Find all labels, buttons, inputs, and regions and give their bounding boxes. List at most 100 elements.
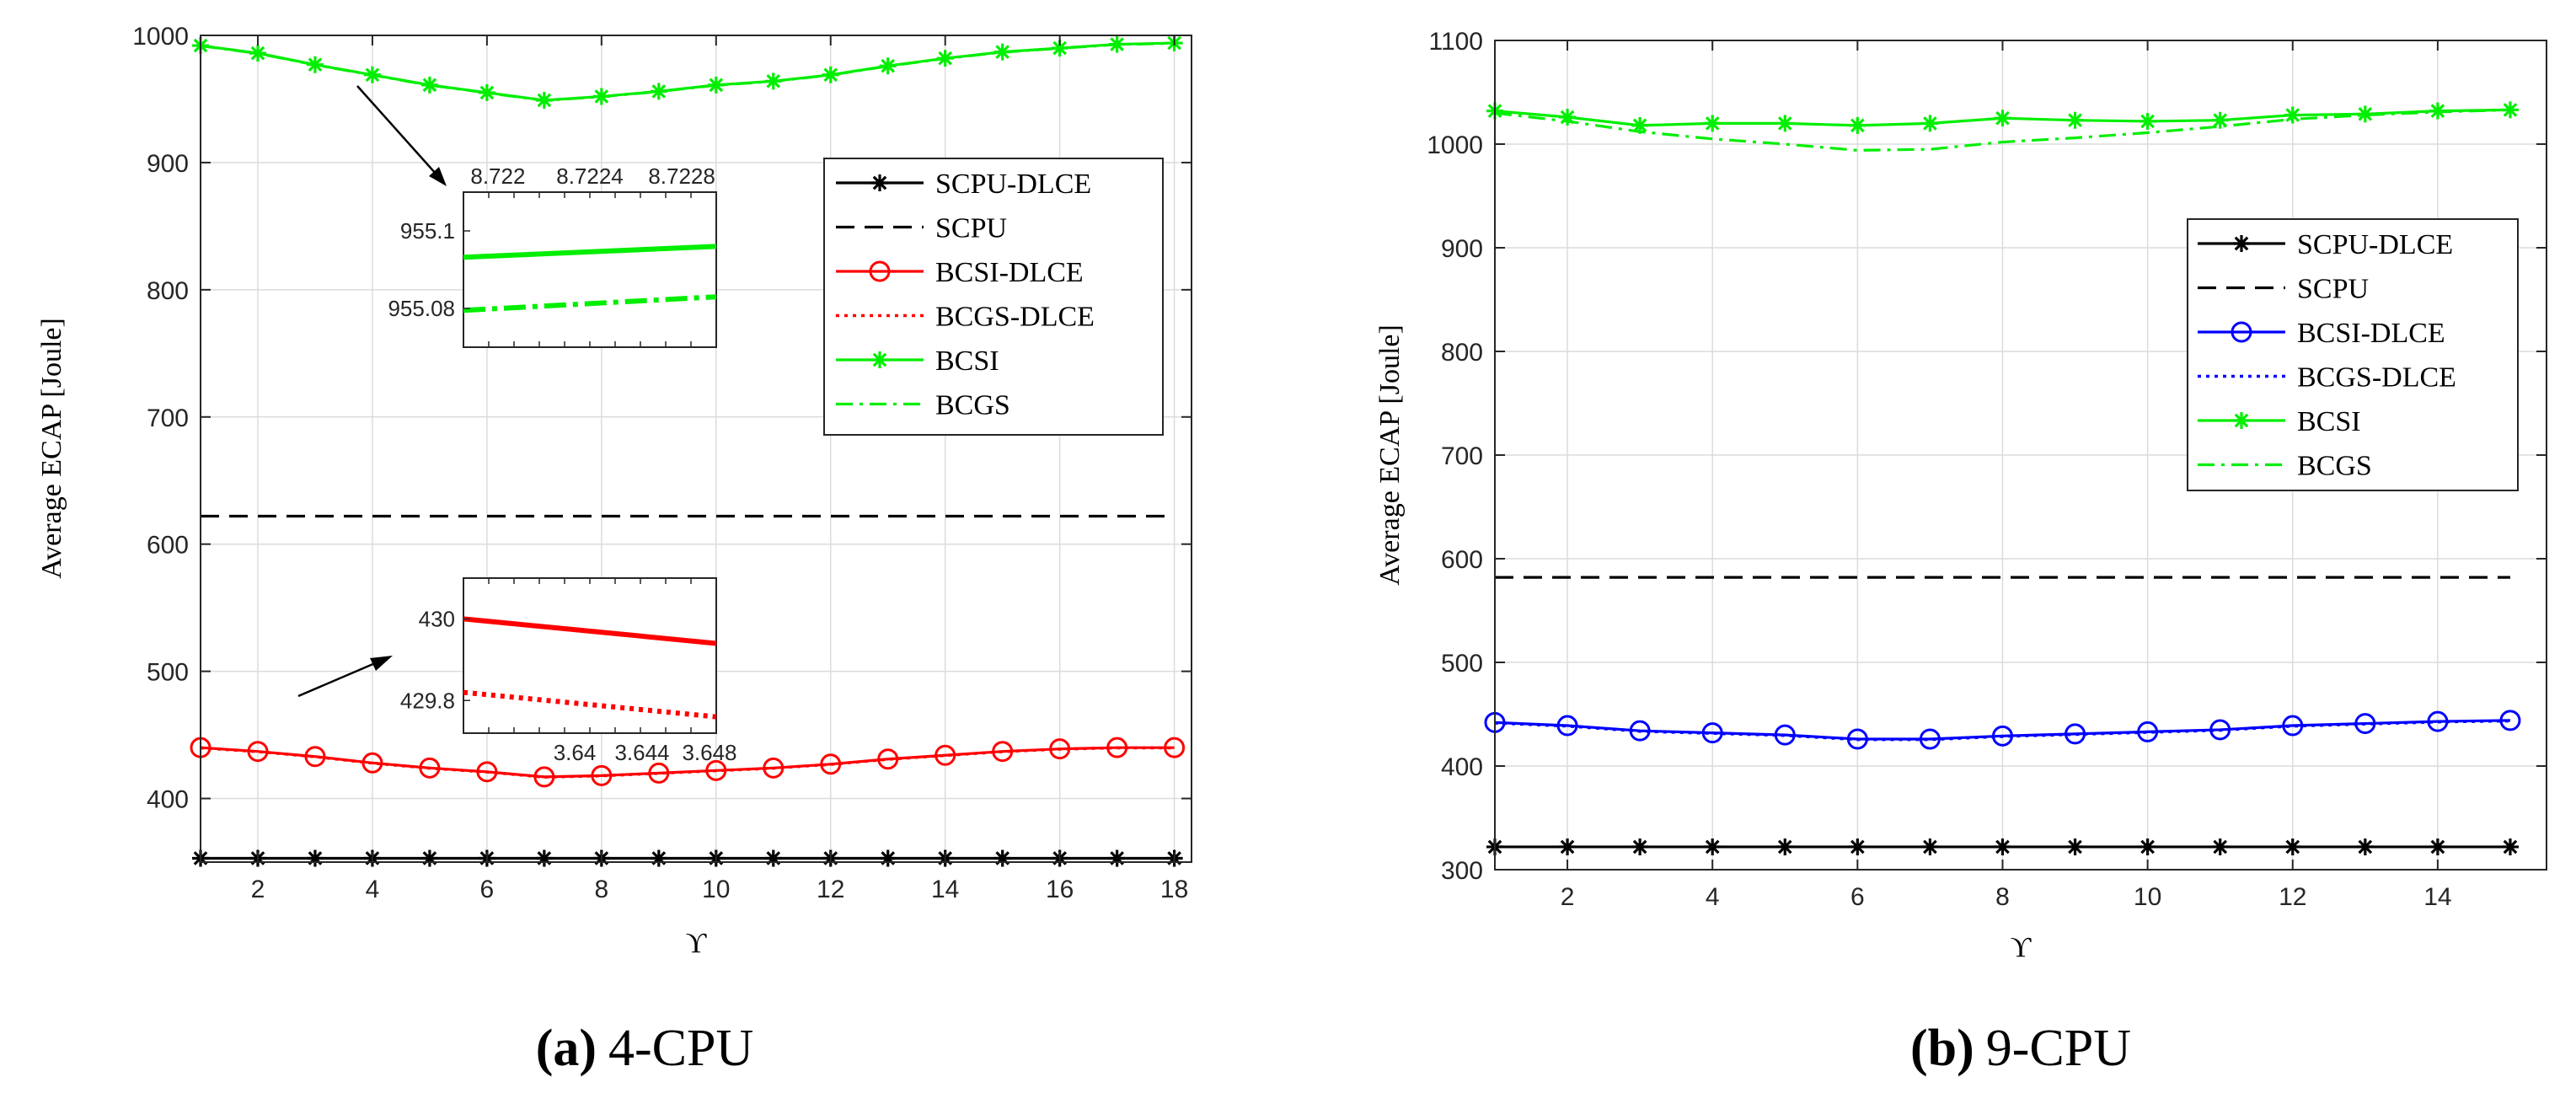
data-point-star bbox=[1704, 838, 1722, 855]
data-point-star bbox=[822, 66, 839, 83]
data-point-star bbox=[2139, 112, 2156, 130]
data-point-circle bbox=[247, 741, 269, 763]
caption-b-text: 9-CPU bbox=[1986, 1020, 2131, 1077]
y-tick-label: 600 bbox=[147, 532, 189, 560]
series-scpu-dlce bbox=[1486, 838, 2519, 855]
legend-marker bbox=[2233, 235, 2250, 252]
legend-label: BCSI bbox=[935, 346, 999, 377]
series-line-bcgs bbox=[1494, 108, 2511, 152]
legend-entry-bcgs: BCGS bbox=[2198, 451, 2372, 482]
inset-x-tick-label: 3.64 bbox=[554, 740, 597, 765]
series-line-bcgs-dlce bbox=[1494, 719, 2510, 742]
data-point-circle bbox=[591, 764, 613, 786]
legend-entry-scpu: SCPU bbox=[836, 213, 1007, 244]
data-point-circle bbox=[935, 744, 956, 766]
inset-x-tick-label: 8.7228 bbox=[648, 163, 715, 189]
series-bcsi bbox=[192, 35, 1183, 109]
caption-b: (b) 9-CPU bbox=[1910, 1020, 2131, 1077]
data-point-star bbox=[1994, 838, 2011, 855]
series-bcgs-dlce bbox=[200, 746, 1175, 779]
inset-x-tick-label: 8.722 bbox=[470, 163, 525, 189]
legend-entry-bcgs: BCGS bbox=[836, 390, 1010, 421]
legend: SCPU-DLCE SCPU BCSI-DLCE BCGS-DLCE BCSI BCGS bbox=[823, 158, 1164, 436]
x-tick-label: 4 bbox=[366, 876, 380, 903]
data-point-star bbox=[1108, 849, 1126, 867]
inset-line-1 bbox=[463, 294, 717, 313]
legend-entry-scpu-dlce: SCPU-DLCE bbox=[836, 169, 1091, 200]
legend-marker bbox=[871, 174, 888, 191]
caption-a-text: 4-CPU bbox=[608, 1020, 753, 1077]
data-point-star bbox=[1776, 838, 1794, 855]
legend-label: BCGS-DLCE bbox=[2297, 362, 2456, 394]
caption-a-letter: (a) bbox=[536, 1020, 597, 1077]
x-tick-label: 2 bbox=[251, 876, 265, 903]
legend-box bbox=[823, 158, 1164, 436]
data-point-star bbox=[1631, 838, 1649, 855]
data-point-star bbox=[2501, 838, 2519, 855]
inset-lower: 3.64 3.644 3.648 429.8 430 bbox=[297, 577, 737, 765]
data-point-star bbox=[1559, 838, 1577, 855]
y-tick-label: 800 bbox=[147, 277, 189, 305]
data-point-star bbox=[420, 76, 438, 94]
data-point-star bbox=[2429, 838, 2446, 855]
data-point-circle bbox=[1919, 728, 1941, 750]
legend-marker bbox=[2231, 321, 2252, 343]
series-scpu-dlce bbox=[192, 849, 1183, 867]
x-tick-label: 16 bbox=[1046, 876, 1074, 903]
y-tick-label: 300 bbox=[1441, 857, 1483, 885]
inset-upper-arrowhead bbox=[429, 167, 447, 186]
data-point-star bbox=[993, 849, 1011, 867]
data-point-star bbox=[879, 57, 897, 75]
legend: SCPU-DLCE SCPU BCSI-DLCE BCGS-DLCE BCSI BCGS bbox=[2187, 218, 2519, 491]
x-axis-label: ϒ bbox=[686, 928, 707, 959]
data-point-circle bbox=[1164, 737, 1186, 758]
y-tick-label: 800 bbox=[1441, 339, 1483, 367]
x-tick-label: 14 bbox=[931, 876, 959, 903]
legend-entry-bcsi-dlce: BCSI-DLCE bbox=[836, 257, 1084, 288]
x-axis-label: ϒ bbox=[2011, 932, 2032, 963]
inset-upper-arrow bbox=[356, 85, 444, 183]
x-tick-label: 10 bbox=[702, 876, 730, 903]
y-axis-label: Average ECAP [Joule] bbox=[36, 318, 67, 579]
data-point-star bbox=[1559, 109, 1577, 126]
series-line-bcgs bbox=[200, 41, 1175, 102]
data-point-star bbox=[2211, 111, 2229, 129]
data-point-star bbox=[1631, 116, 1649, 134]
y-tick-label: 700 bbox=[147, 405, 189, 432]
x-tick-label: 6 bbox=[480, 876, 495, 903]
series-bcgs bbox=[1494, 108, 2511, 152]
y-tick-label: 1000 bbox=[1427, 131, 1483, 159]
y-tick-label: 900 bbox=[147, 150, 189, 178]
chart-panel-4cpu: 2 4 6 8 10 12 14 16 18 400 500 600 700 800 900 1000 ϒ A… bbox=[36, 23, 1192, 959]
data-point-star bbox=[1776, 115, 1794, 132]
x-tick-label: 8 bbox=[594, 876, 608, 903]
inset-lower-arrowhead bbox=[370, 656, 393, 671]
legend-marker bbox=[869, 260, 891, 282]
data-point-star bbox=[2139, 838, 2156, 855]
inset-y-tick-label: 955.1 bbox=[400, 218, 455, 244]
inset-upper: 8.722 8.7224 8.7228 955.08 955.1 bbox=[356, 85, 717, 348]
data-point-star bbox=[2284, 106, 2301, 124]
data-point-star bbox=[2356, 105, 2374, 123]
series-line-bcgs-dlce bbox=[200, 746, 1175, 779]
data-point-circle bbox=[648, 762, 670, 784]
legend-entry-bcgs-dlce: BCGS-DLCE bbox=[836, 302, 1095, 333]
legend-label: BCSI-DLCE bbox=[935, 257, 1084, 288]
data-point-star bbox=[2501, 101, 2519, 119]
legend-marker bbox=[2233, 412, 2250, 429]
inset-lower-box bbox=[463, 577, 717, 734]
legend-marker bbox=[871, 351, 888, 368]
data-point-star bbox=[306, 849, 324, 867]
data-point-star bbox=[1921, 115, 1939, 132]
x-tick-label: 12 bbox=[817, 876, 844, 903]
data-point-star bbox=[2066, 111, 2084, 129]
data-point-circle bbox=[1556, 715, 1578, 737]
x-tick-label: 12 bbox=[2279, 883, 2306, 911]
inset-y-tick-label: 955.08 bbox=[388, 296, 455, 321]
legend-entry-bcsi: BCSI bbox=[836, 346, 999, 377]
data-point-star bbox=[1921, 838, 1939, 855]
data-point-star bbox=[535, 849, 553, 867]
legend-label: SCPU bbox=[2297, 274, 2369, 305]
inset-x-tick-label: 8.7224 bbox=[556, 163, 624, 189]
